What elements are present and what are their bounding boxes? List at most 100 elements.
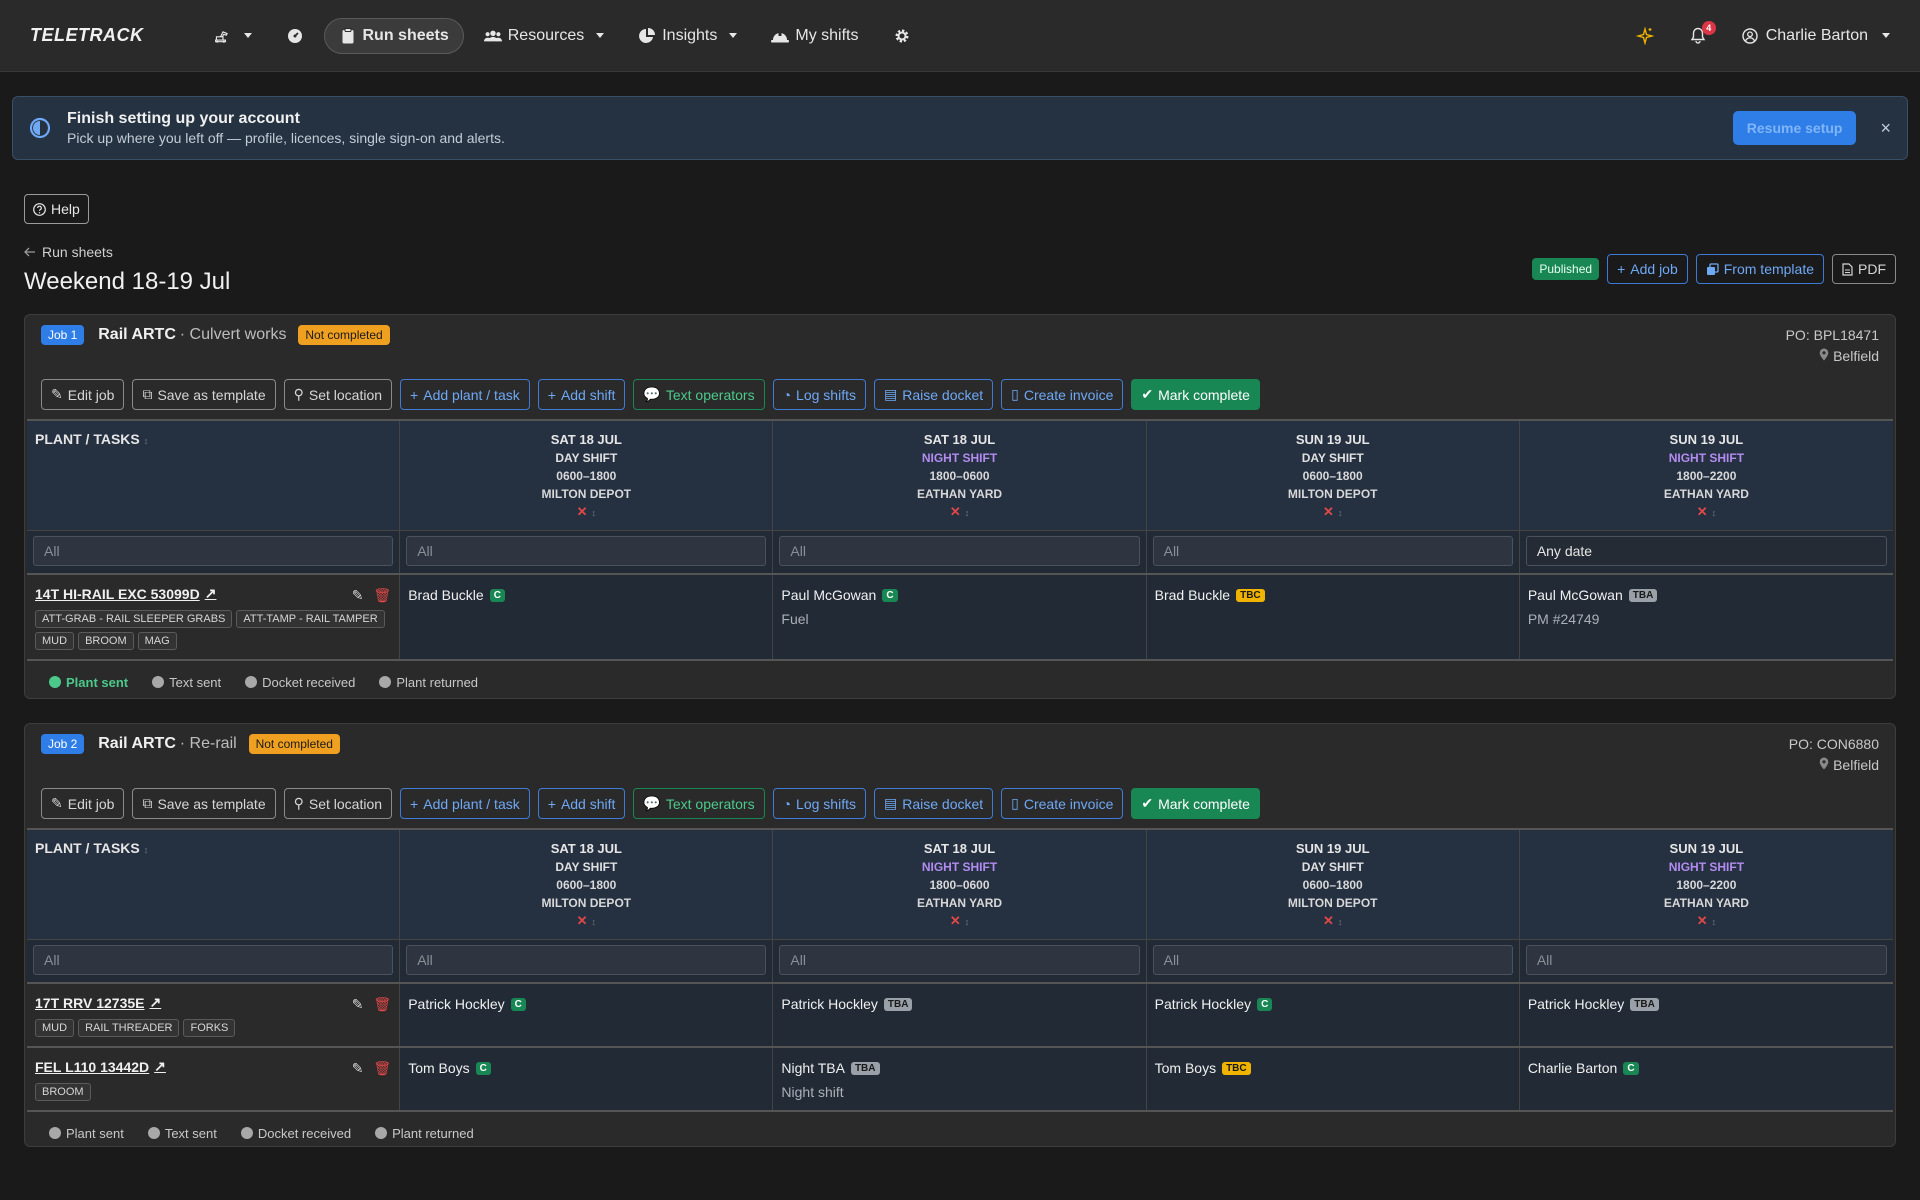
save-as-template-button[interactable]: ⧉ Save as template [132, 379, 276, 410]
add-shift-button[interactable]: + Add shift [537, 788, 626, 819]
shift-filter-input[interactable]: All [779, 945, 1140, 975]
notifications-button[interactable]: 4 [1678, 21, 1718, 50]
raise-docket-button[interactable]: ▤ Raise docket [873, 379, 994, 410]
equipment-menu[interactable] [200, 19, 266, 53]
nav-my-shifts[interactable]: My shifts [757, 19, 872, 53]
trash-icon[interactable]: 🗑 [373, 1060, 392, 1076]
shift-filter-input[interactable]: All [406, 945, 767, 975]
text-operators-button[interactable]: 💬 Text operators [633, 788, 765, 819]
assignment-cell[interactable]: Tom Boys C [400, 1048, 774, 1110]
shift-filter-input[interactable]: All [1152, 536, 1513, 566]
raise-docket-button[interactable]: ▤ Raise docket [873, 788, 994, 819]
resume-setup-button[interactable]: Resume setup [1732, 111, 1857, 145]
mark-complete-button[interactable]: ✔ Mark complete [1131, 788, 1260, 819]
assignment-cell[interactable]: Tom Boys TBC [1147, 1048, 1520, 1110]
edit-job-button[interactable]: ✎ Edit job [41, 788, 125, 819]
text-operators-button[interactable]: 💬 Text operators [633, 379, 765, 410]
add-job-button[interactable]: + Add job [1607, 254, 1688, 284]
add-plant-task-button[interactable]: + Add plant / task [400, 379, 530, 410]
assignment-cell[interactable]: Brad Buckle C [400, 575, 774, 659]
pdf-button[interactable]: PDF [1832, 254, 1896, 284]
shift-filter-input[interactable]: All [1525, 945, 1888, 975]
text-sent-status[interactable]: Text sent [147, 1126, 217, 1141]
remove-shift-icon[interactable]: ✕ [1323, 913, 1334, 928]
plant-filter-input[interactable]: All [33, 945, 394, 975]
text-sent-status[interactable]: Text sent [152, 675, 221, 690]
move-icon[interactable]: ↕ [1337, 508, 1343, 518]
log-shifts-button[interactable]: ◔ Log shifts [772, 379, 866, 410]
docket-received-status[interactable]: Docket received [240, 1126, 351, 1141]
assignment-cell[interactable]: Night TBA TBA Night shift [773, 1048, 1147, 1110]
sparkle-icon[interactable] [1635, 26, 1654, 45]
remove-shift-icon[interactable]: ✕ [576, 504, 588, 519]
add-plant-task-button[interactable]: + Add plant / task [400, 788, 530, 819]
shift-filter-input[interactable]: All [406, 536, 767, 566]
log-shifts-button[interactable]: ◔ Log shifts [772, 788, 866, 819]
assignment-cell[interactable]: Patrick Hockley TBA [1520, 984, 1893, 1046]
plant-sent-status[interactable]: Plant sent [49, 675, 128, 690]
set-location-button[interactable]: ⚲ Set location [283, 788, 393, 819]
grid-filter-row: All All All All All [27, 940, 1893, 984]
add-shift-button[interactable]: + Add shift [537, 379, 626, 410]
move-icon[interactable]: ↕ [591, 917, 597, 927]
shift-filter-input[interactable]: All [779, 536, 1140, 566]
create-invoice-button[interactable]: ▯ Create invoice [1001, 379, 1124, 410]
operator-name: Brad Buckle [1154, 587, 1231, 603]
close-banner-button[interactable]: × [1880, 117, 1891, 138]
assignment-cell[interactable]: Charlie Barton C [1520, 1048, 1893, 1110]
docket-received-status[interactable]: Docket received [245, 675, 355, 690]
plant-tasks-header[interactable]: PLANT / TASKS ↕ [27, 421, 401, 530]
pencil-icon[interactable]: ✎ [351, 1060, 364, 1076]
remove-shift-icon[interactable]: ✕ [949, 504, 961, 519]
invoice-icon: ▯ [1011, 795, 1019, 811]
remove-shift-icon[interactable]: ✕ [1696, 504, 1708, 519]
save-as-template-button[interactable]: ⧉ Save as template [132, 788, 276, 819]
trash-icon[interactable]: 🗑 [373, 587, 392, 603]
assignment-cell[interactable]: Patrick Hockley C [400, 984, 774, 1046]
set-location-button[interactable]: ⚲ Set location [283, 379, 393, 410]
edit-job-button[interactable]: ✎ Edit job [41, 379, 125, 410]
move-icon[interactable]: ↕ [964, 917, 970, 927]
date-filter-input[interactable]: Any date [1525, 536, 1888, 566]
move-icon[interactable]: ↕ [1337, 917, 1343, 927]
nav-resources[interactable]: Resources [470, 19, 618, 53]
from-template-button[interactable]: From template [1695, 254, 1824, 284]
pencil-icon[interactable]: ✎ [351, 587, 364, 603]
plant-tasks-header[interactable]: PLANT / TASKS ↕ [27, 830, 401, 939]
brand-logo[interactable]: TELETRACK [30, 25, 144, 45]
move-icon[interactable]: ↕ [591, 508, 597, 518]
plant-link[interactable]: 14T HI-RAIL EXC 53099D ↗ [35, 585, 216, 602]
nav-run-sheets[interactable]: Run sheets [323, 17, 464, 54]
plant-filter-input[interactable]: All [33, 536, 394, 566]
plant-link[interactable]: 17T RRV 12735E ↗ [35, 994, 161, 1011]
back-to-run-sheets[interactable]: Run sheets [24, 244, 113, 260]
move-icon[interactable]: ↕ [964, 508, 970, 518]
remove-shift-icon[interactable]: ✕ [1696, 913, 1708, 928]
plant-link[interactable]: FEL L110 13442D ↗ [35, 1058, 166, 1075]
help-button[interactable]: Help [24, 194, 89, 224]
move-icon[interactable]: ↕ [1711, 508, 1717, 518]
user-menu[interactable]: Charlie Barton [1742, 27, 1890, 45]
assignment-cell[interactable]: Paul McGowan C Fuel [773, 575, 1147, 659]
setup-title: Finish setting up your account [67, 110, 300, 127]
dashboard-link[interactable] [272, 19, 318, 53]
assignment-cell[interactable]: Patrick Hockley TBA [773, 984, 1147, 1046]
assignment-cell[interactable]: Paul McGowan TBA PM #24749 [1520, 575, 1893, 659]
create-invoice-button[interactable]: ▯ Create invoice [1001, 788, 1124, 819]
pencil-icon[interactable]: ✎ [351, 996, 364, 1012]
plant-returned-status[interactable]: Plant returned [375, 1126, 474, 1141]
plant-sent-status[interactable]: Plant sent [49, 1126, 124, 1141]
nav-insights[interactable]: Insights [624, 19, 751, 53]
remove-shift-icon[interactable]: ✕ [949, 913, 961, 928]
shift-filter-input[interactable]: All [1152, 945, 1513, 975]
move-icon[interactable]: ↕ [1711, 917, 1717, 927]
remove-shift-icon[interactable]: ✕ [576, 913, 588, 928]
assignment-cell[interactable]: Patrick Hockley C [1147, 984, 1520, 1046]
plant-returned-status[interactable]: Plant returned [379, 675, 478, 690]
remove-shift-icon[interactable]: ✕ [1323, 504, 1334, 519]
settings-link[interactable] [879, 19, 925, 53]
assignment-status-badge: C [1623, 1061, 1639, 1075]
trash-icon[interactable]: 🗑 [373, 996, 392, 1012]
mark-complete-button[interactable]: ✔ Mark complete [1131, 379, 1260, 410]
assignment-cell[interactable]: Brad Buckle TBC [1147, 575, 1520, 659]
